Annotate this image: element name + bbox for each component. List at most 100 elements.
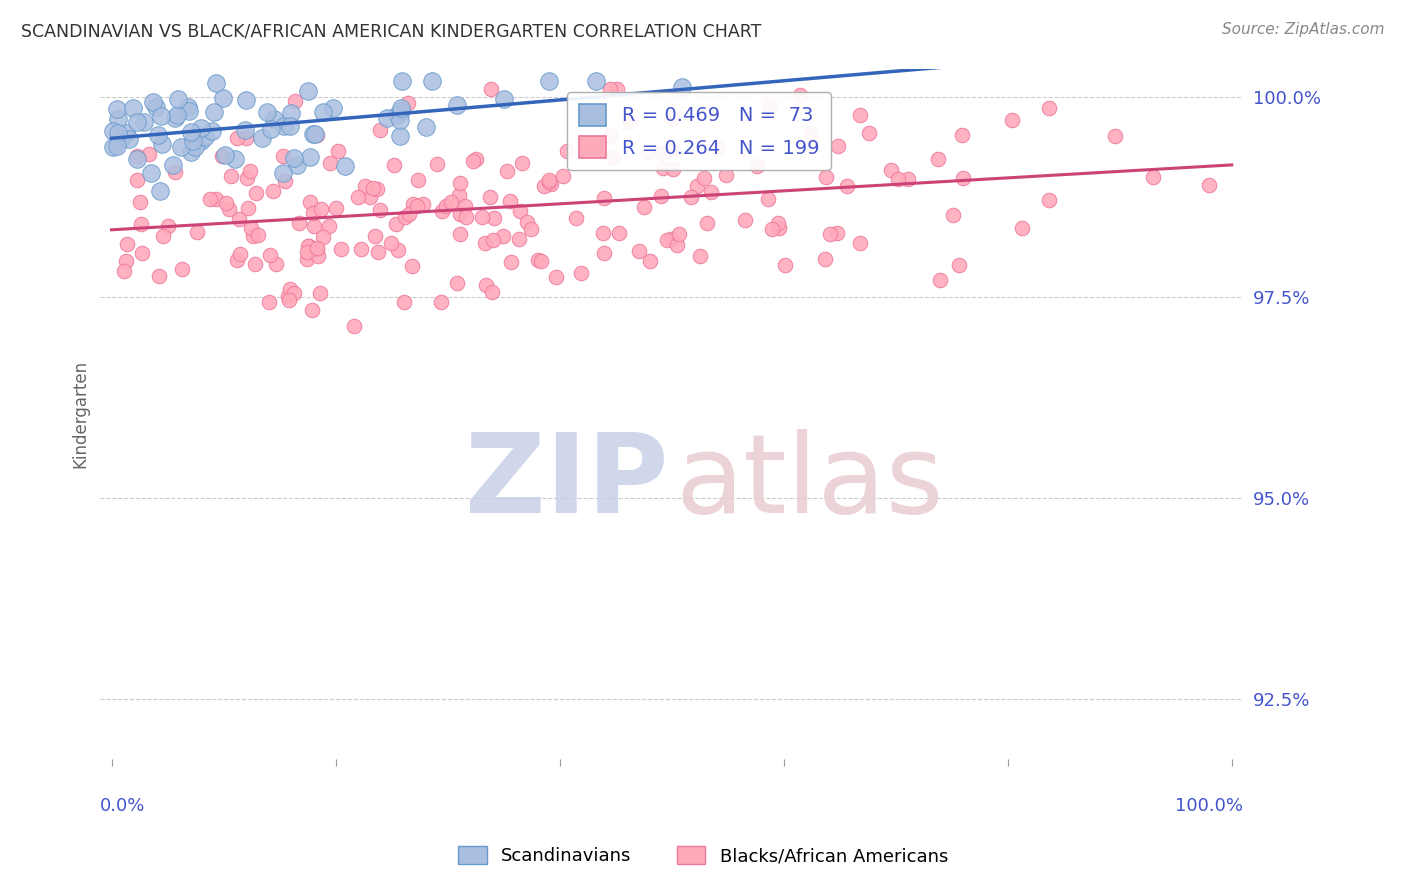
Point <box>297 84 319 98</box>
Point <box>129 217 152 231</box>
Point <box>387 244 409 258</box>
Point <box>599 128 621 143</box>
Point <box>236 201 259 215</box>
Text: Source: ZipAtlas.com: Source: ZipAtlas.com <box>1222 22 1385 37</box>
Point <box>152 229 174 244</box>
Point <box>520 222 543 236</box>
Point <box>330 242 353 256</box>
Point <box>146 128 169 142</box>
Point <box>789 87 811 102</box>
Point <box>138 146 160 161</box>
Point <box>696 216 718 230</box>
Point <box>537 175 560 189</box>
Point <box>745 160 768 174</box>
Point <box>172 262 194 277</box>
Point <box>800 128 823 142</box>
Point <box>326 144 349 158</box>
Point <box>761 221 783 235</box>
Point <box>396 95 419 110</box>
Point <box>686 179 709 194</box>
Point <box>482 211 505 226</box>
Point <box>304 127 326 141</box>
Point <box>297 239 319 253</box>
Point <box>533 178 555 193</box>
Text: 100.0%: 100.0% <box>1175 797 1243 814</box>
Point <box>637 145 659 159</box>
Point <box>848 107 870 121</box>
Point <box>190 134 212 148</box>
Point <box>318 219 340 234</box>
Point <box>942 208 965 222</box>
Point <box>139 166 162 180</box>
Point <box>389 103 412 118</box>
Point <box>434 199 457 213</box>
Point <box>117 236 139 251</box>
Point <box>235 93 257 107</box>
Point <box>569 266 592 280</box>
Point <box>285 158 308 172</box>
Point <box>242 229 264 244</box>
Point <box>585 73 607 87</box>
Point <box>233 123 256 137</box>
Point <box>766 216 789 230</box>
Point <box>271 166 294 180</box>
Point <box>181 135 204 149</box>
Point <box>145 100 167 114</box>
Point <box>149 109 172 123</box>
Point <box>491 229 513 244</box>
Point <box>446 276 468 290</box>
Point <box>298 239 321 253</box>
Point <box>426 157 449 171</box>
Point <box>264 257 287 271</box>
Point <box>170 140 193 154</box>
Point <box>163 112 186 126</box>
Point <box>148 268 170 283</box>
Point <box>509 203 531 218</box>
Point <box>565 211 588 225</box>
Point <box>107 112 129 126</box>
Point <box>235 131 257 145</box>
Point <box>440 195 463 210</box>
Point <box>606 81 628 95</box>
Point <box>398 207 420 221</box>
Legend: Scandinavians, Blacks/African Americans: Scandinavians, Blacks/African Americans <box>450 838 956 872</box>
Point <box>240 221 263 235</box>
Point <box>773 258 796 272</box>
Point <box>278 119 301 133</box>
Point <box>415 120 437 134</box>
Point <box>619 114 641 128</box>
Point <box>714 168 737 182</box>
Point <box>367 245 389 260</box>
Point <box>103 124 125 138</box>
Point <box>125 173 148 187</box>
Point <box>236 171 259 186</box>
Point <box>162 158 184 172</box>
Point <box>225 130 247 145</box>
Point <box>659 143 682 157</box>
Point <box>228 247 250 261</box>
Point <box>375 111 398 125</box>
Point <box>256 104 278 119</box>
Point <box>897 172 920 186</box>
Point <box>177 100 200 114</box>
Point <box>655 233 678 247</box>
Point <box>166 108 188 122</box>
Point <box>650 189 672 203</box>
Point <box>668 227 690 241</box>
Point <box>219 169 242 184</box>
Point <box>665 237 688 252</box>
Point <box>278 282 301 296</box>
Point <box>312 105 335 120</box>
Point <box>593 246 616 260</box>
Point <box>212 91 235 105</box>
Point <box>602 150 624 164</box>
Point <box>671 79 693 94</box>
Point <box>260 122 283 136</box>
Point <box>661 111 683 125</box>
Point <box>368 122 391 136</box>
Point <box>394 210 416 224</box>
Point <box>492 92 515 106</box>
Point <box>226 252 249 267</box>
Point <box>446 97 468 112</box>
Point <box>105 139 128 153</box>
